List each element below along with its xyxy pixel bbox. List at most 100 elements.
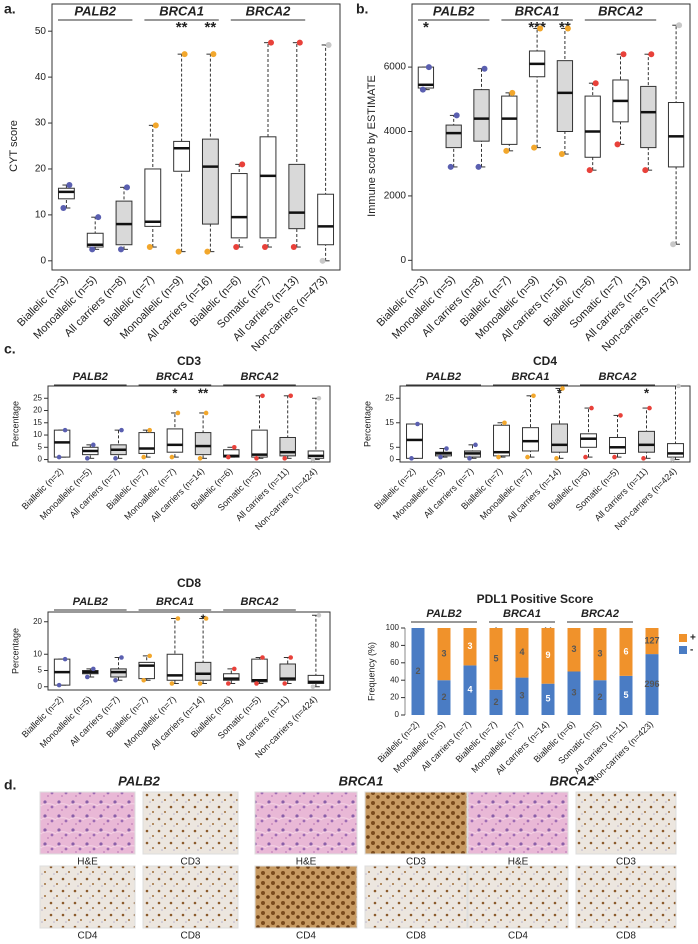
plot-frame bbox=[47, 611, 331, 691]
extreme-point bbox=[589, 405, 594, 411]
box bbox=[259, 136, 277, 239]
extreme-point bbox=[56, 454, 62, 460]
extreme-point bbox=[62, 427, 68, 433]
legend-label: - bbox=[690, 645, 693, 656]
extreme-point bbox=[203, 410, 209, 416]
group-label: BRCA2 bbox=[598, 3, 644, 18]
extreme-point bbox=[268, 39, 274, 46]
chart-title: CD8 bbox=[177, 576, 201, 590]
extreme-point bbox=[525, 454, 530, 460]
extreme-point bbox=[310, 457, 316, 462]
box bbox=[223, 673, 240, 681]
box bbox=[201, 138, 219, 225]
extreme-point bbox=[642, 167, 649, 174]
x-tick-label: All carriers (n=14) bbox=[505, 466, 562, 523]
count-label: 3 bbox=[441, 648, 446, 658]
histology-image bbox=[39, 791, 136, 855]
chart-title: PDL1 Positive Score bbox=[477, 592, 594, 606]
bar-segment bbox=[411, 628, 425, 715]
count-label: 3 bbox=[597, 648, 602, 658]
y-axis-label: Percentage bbox=[362, 401, 372, 447]
stain-label: H&E bbox=[77, 857, 98, 868]
x-tick-label: All carriers (n=11) bbox=[593, 466, 650, 523]
extreme-point bbox=[612, 454, 617, 460]
extreme-point bbox=[66, 182, 73, 189]
x-tick-label: Monoallelic (n=7) bbox=[122, 466, 178, 522]
histology-image bbox=[575, 865, 677, 929]
extreme-point bbox=[175, 248, 182, 255]
significance: ** bbox=[559, 19, 571, 36]
extreme-point bbox=[232, 444, 237, 450]
plot-frame bbox=[47, 385, 331, 463]
extreme-point bbox=[481, 65, 488, 72]
bar-segment bbox=[463, 665, 477, 715]
count-label: 4 bbox=[519, 647, 524, 657]
count-label: 3 bbox=[467, 641, 472, 651]
extreme-point bbox=[113, 677, 118, 683]
count-label: 2 bbox=[597, 692, 602, 702]
count-label: 3 bbox=[571, 688, 576, 698]
extreme-point bbox=[169, 681, 175, 686]
y-tick-label: 15 bbox=[33, 418, 42, 427]
extreme-point bbox=[438, 454, 443, 460]
count-label: 2 bbox=[415, 666, 420, 676]
extreme-point bbox=[147, 427, 152, 433]
extreme-point bbox=[226, 681, 231, 686]
box bbox=[251, 429, 268, 458]
group-label: BRCA1 bbox=[503, 608, 541, 620]
bar-segment bbox=[619, 628, 633, 676]
bar-segment bbox=[437, 680, 451, 715]
extreme-point bbox=[197, 681, 203, 686]
extreme-point bbox=[290, 244, 297, 251]
panel-label: c. bbox=[4, 341, 16, 357]
legend-swatch bbox=[679, 646, 687, 654]
stain-label: CD3 bbox=[180, 857, 200, 868]
y-tick-label: 40 bbox=[390, 675, 399, 684]
box bbox=[251, 658, 268, 683]
extreme-point bbox=[614, 141, 621, 148]
x-tick-label: Monoallelic (n=5) bbox=[391, 466, 447, 522]
box bbox=[473, 89, 490, 142]
group-label: PALB2 bbox=[426, 608, 461, 620]
extreme-point bbox=[316, 612, 322, 618]
box bbox=[57, 187, 75, 200]
bar-segment bbox=[463, 628, 477, 666]
histology-image bbox=[39, 865, 136, 929]
histology-image bbox=[467, 865, 569, 929]
extreme-point bbox=[564, 25, 571, 32]
extreme-point bbox=[282, 456, 288, 461]
group-label: BRCA1 bbox=[512, 371, 550, 383]
extreme-point bbox=[583, 454, 588, 460]
extreme-point bbox=[509, 89, 516, 96]
extreme-point bbox=[288, 393, 294, 399]
group-label: BRCA1 bbox=[156, 371, 194, 383]
histology-image bbox=[364, 791, 468, 855]
count-label: 6 bbox=[623, 646, 628, 656]
group-label: PALB2 bbox=[74, 3, 116, 18]
extreme-point bbox=[91, 666, 96, 672]
x-tick-label: All carriers (n=7) bbox=[68, 466, 122, 520]
stain-label: CD8 bbox=[180, 931, 200, 942]
extreme-point bbox=[325, 41, 332, 48]
legend-label: + bbox=[690, 633, 696, 644]
group-label: BRCA1 bbox=[159, 3, 204, 18]
extreme-point bbox=[641, 456, 646, 461]
count-label: 5 bbox=[623, 690, 628, 700]
group-label: BRCA1 bbox=[156, 596, 194, 608]
y-axis-label: Percentage bbox=[10, 628, 20, 674]
x-tick-label: Monoallelic (n=5) bbox=[38, 466, 94, 522]
significance: * bbox=[644, 385, 650, 400]
extreme-point bbox=[467, 456, 472, 461]
extreme-point bbox=[473, 442, 478, 448]
extreme-point bbox=[453, 112, 460, 119]
gene-label: BRCA1 bbox=[339, 773, 384, 788]
extreme-point bbox=[618, 413, 623, 418]
x-tick-label: Monoallelic (n=5) bbox=[38, 694, 94, 750]
histology-image bbox=[364, 865, 468, 929]
extreme-point bbox=[204, 248, 211, 255]
extreme-point bbox=[254, 456, 259, 461]
stain-label: H&E bbox=[296, 857, 317, 868]
stain-label: CD8 bbox=[406, 931, 426, 942]
extreme-point bbox=[409, 456, 414, 461]
bar-segment bbox=[515, 628, 529, 678]
